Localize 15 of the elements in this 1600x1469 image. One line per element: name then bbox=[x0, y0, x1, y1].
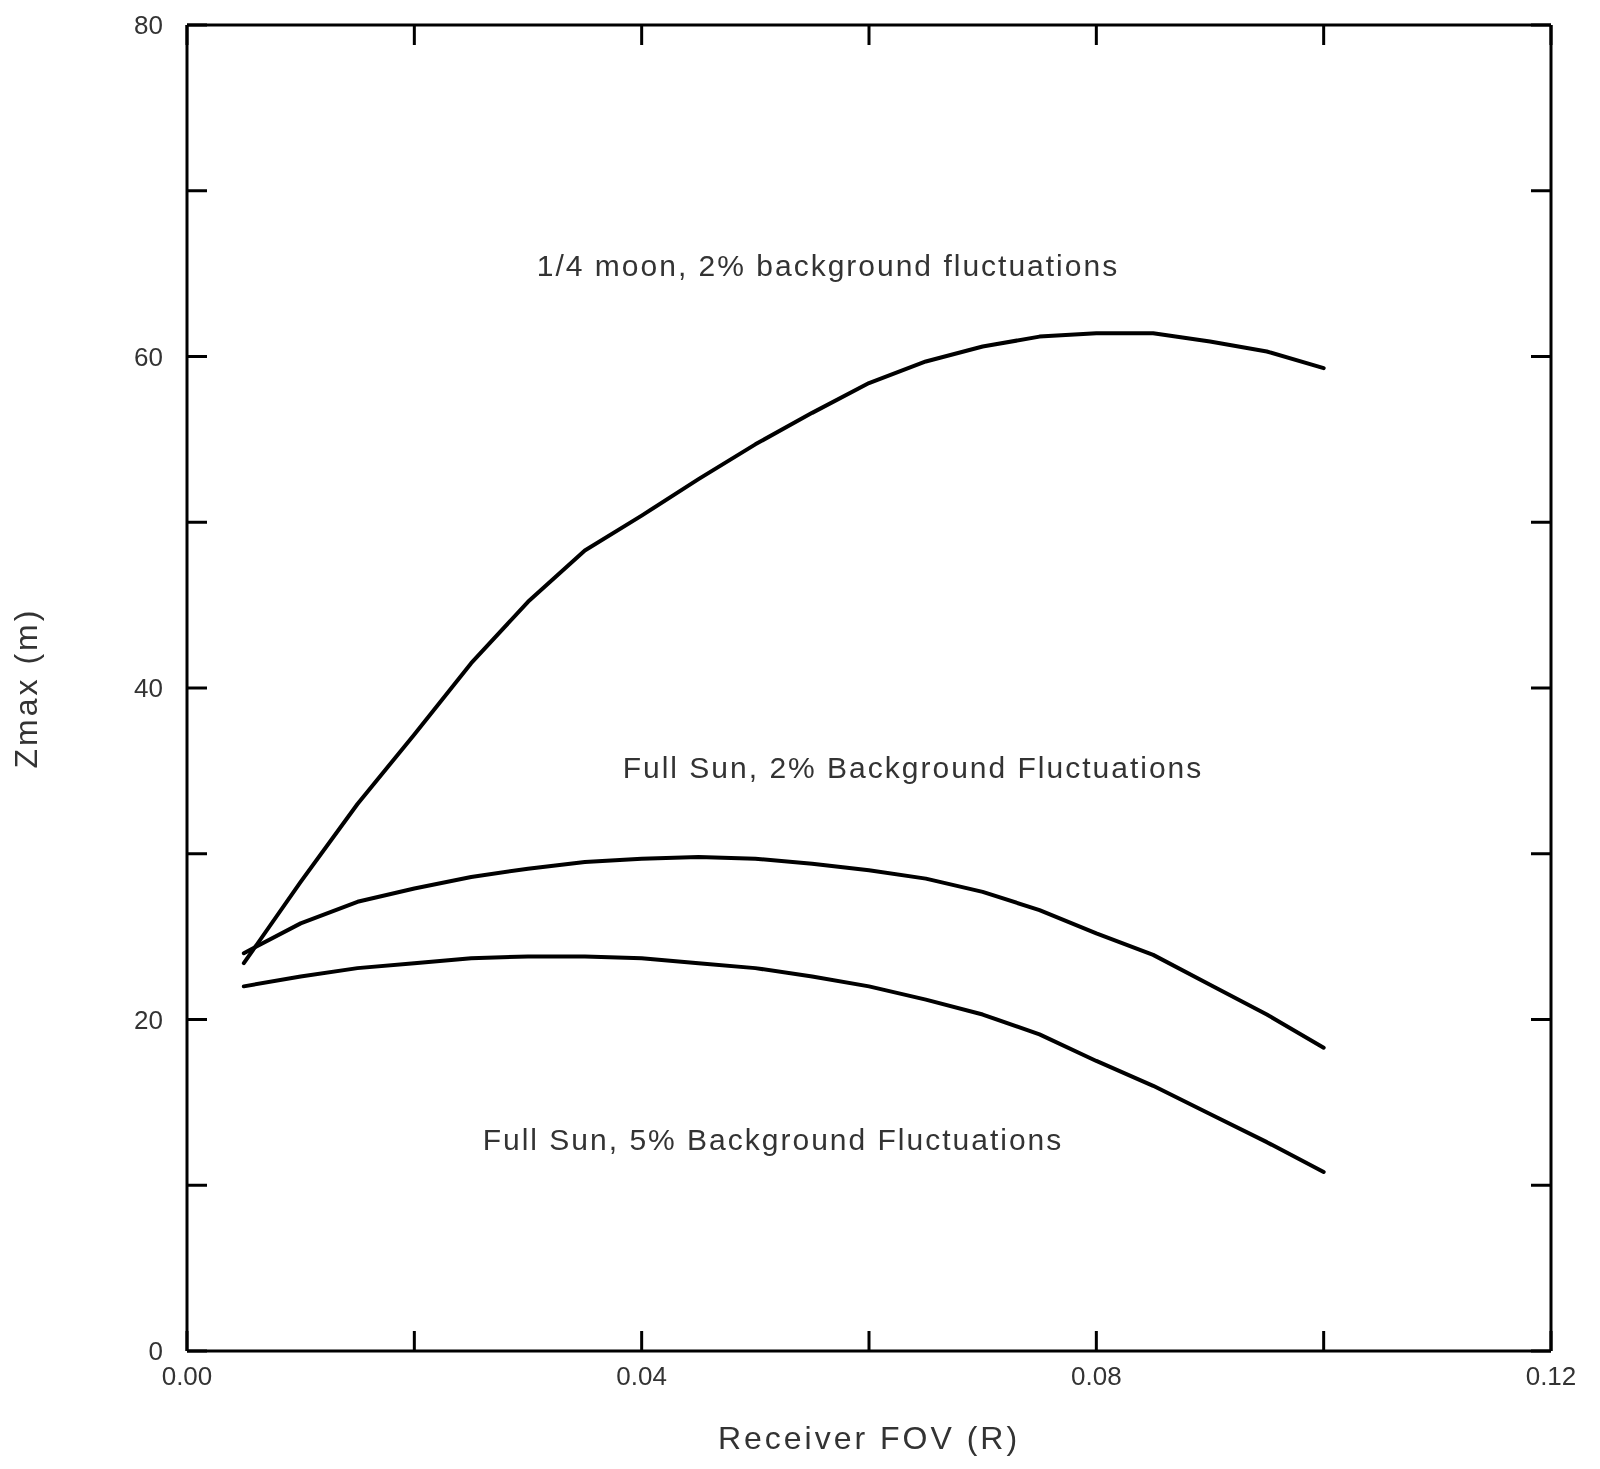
line-series bbox=[241, 954, 1326, 1174]
y-tick-label: 0 bbox=[148, 1336, 163, 1366]
x-axis-title: Receiver FOV (R) bbox=[717, 1420, 1021, 1456]
y-tick-label: 60 bbox=[134, 341, 163, 372]
annotation: Full Sun, 2% Background Fluctuations bbox=[622, 751, 1204, 784]
x-tick-label: 0.12 bbox=[1525, 1361, 1577, 1391]
x-tick-label: 0.08 bbox=[1071, 1361, 1122, 1391]
y-tick-label: 20 bbox=[134, 1004, 163, 1035]
x-tick-label: 0.00 bbox=[161, 1361, 213, 1391]
y-axis-title: Zmax (m) bbox=[8, 607, 45, 769]
x-tick-label: 0.04 bbox=[616, 1361, 667, 1391]
y-tick-label: 40 bbox=[134, 673, 163, 703]
annotation: 1/4 moon, 2% background fluctuations bbox=[536, 249, 1120, 282]
y-tick-label: 80 bbox=[134, 10, 163, 40]
annotation: Full Sun, 5% Background Fluctuations bbox=[482, 1123, 1064, 1156]
